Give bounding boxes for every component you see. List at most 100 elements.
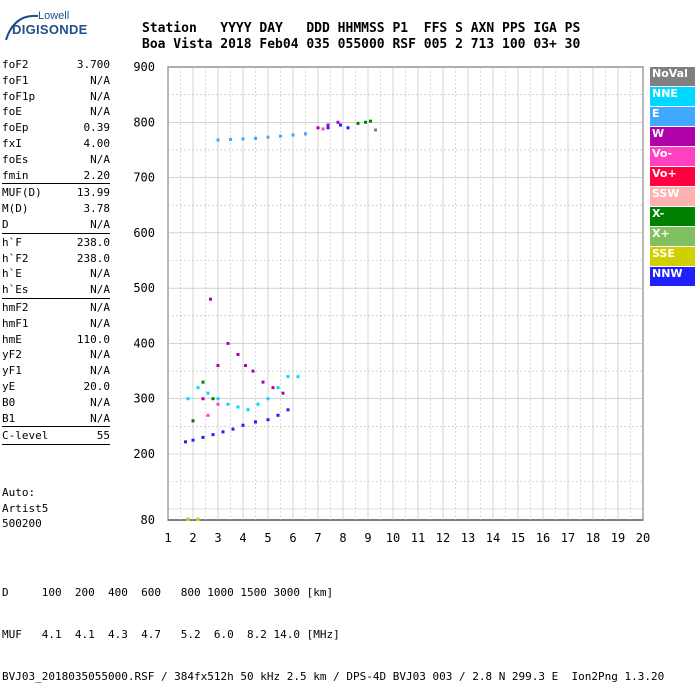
param-separator bbox=[2, 444, 110, 446]
legend-item: W bbox=[650, 126, 695, 147]
data-point bbox=[226, 341, 230, 345]
param-value: N/A bbox=[90, 411, 110, 425]
x-tick-label: 17 bbox=[561, 531, 575, 545]
param-row: foF1p N/A bbox=[2, 89, 110, 105]
data-point bbox=[254, 420, 257, 424]
param-row: fmin 2.20 bbox=[2, 168, 110, 184]
digisonde-logo: Lowell DIGISONDE bbox=[4, 10, 87, 44]
param-label: C-level bbox=[2, 429, 49, 443]
data-point bbox=[286, 408, 290, 412]
data-point bbox=[276, 413, 280, 417]
data-point bbox=[364, 120, 367, 124]
auto-code: 500200 bbox=[2, 517, 42, 530]
param-row: h`E N/A bbox=[2, 266, 110, 282]
param-row: hmE 110.0 bbox=[2, 332, 110, 348]
logo-swoosh bbox=[5, 14, 39, 41]
param-separator bbox=[2, 426, 110, 428]
data-point bbox=[216, 402, 220, 406]
data-point bbox=[206, 413, 210, 417]
data-point bbox=[216, 397, 220, 401]
param-label: D bbox=[2, 217, 9, 231]
logo-text-digisonde: DIGISONDE bbox=[12, 22, 88, 37]
legend-item: SSW bbox=[650, 186, 695, 207]
param-row: M(D) 3.78 bbox=[2, 201, 110, 217]
data-point bbox=[191, 438, 195, 442]
data-point bbox=[266, 418, 270, 422]
x-tick-label: 11 bbox=[411, 531, 425, 545]
legend-item: NNW bbox=[650, 266, 695, 287]
param-label: B0 bbox=[2, 395, 16, 409]
param-label: foEp bbox=[2, 121, 29, 135]
y-tick-label: 400 bbox=[133, 336, 155, 350]
footer-muf-row: MUF 4.1 4.1 4.3 4.7 5.2 6.0 8.2 14.0 [MH… bbox=[2, 628, 340, 641]
data-point bbox=[266, 397, 270, 401]
param-row: yF1 N/A bbox=[2, 363, 110, 379]
param-value: 4.00 bbox=[83, 136, 111, 150]
param-label: B1 bbox=[2, 411, 16, 425]
param-label: MUF(D) bbox=[2, 186, 42, 200]
param-row: foEp 0.39 bbox=[2, 120, 110, 136]
data-point bbox=[231, 427, 235, 431]
param-row: B0 N/A bbox=[2, 395, 110, 411]
data-point bbox=[261, 380, 265, 384]
data-point bbox=[246, 408, 250, 412]
x-tick-label: 15 bbox=[511, 531, 525, 545]
param-value: N/A bbox=[90, 395, 110, 409]
legend-item: Vo- bbox=[650, 146, 695, 167]
legend-item: X+ bbox=[650, 226, 695, 247]
param-value: 238.0 bbox=[76, 235, 110, 249]
param-value: 3.78 bbox=[83, 202, 111, 216]
data-point bbox=[256, 402, 260, 406]
data-point bbox=[211, 433, 215, 437]
data-point bbox=[254, 136, 257, 140]
param-label: yF1 bbox=[2, 364, 22, 378]
data-point bbox=[201, 435, 205, 439]
data-point bbox=[316, 126, 320, 130]
param-label: fmin bbox=[2, 168, 29, 182]
legend-item: NNE bbox=[650, 86, 695, 107]
param-value: 20.0 bbox=[83, 379, 111, 393]
data-point bbox=[266, 135, 270, 139]
legend-item: E bbox=[650, 106, 695, 127]
param-label: foEs bbox=[2, 152, 29, 166]
data-point bbox=[201, 397, 205, 401]
y-tick-label: 200 bbox=[133, 447, 155, 461]
x-tick-label: 3 bbox=[214, 531, 221, 545]
data-point bbox=[221, 430, 225, 434]
param-value: N/A bbox=[90, 267, 110, 281]
data-point bbox=[286, 375, 290, 379]
param-value: N/A bbox=[90, 89, 110, 103]
y-tick-label: 700 bbox=[133, 171, 155, 185]
legend-item: SSE bbox=[650, 246, 695, 267]
data-point bbox=[369, 119, 372, 123]
param-row: foEs N/A bbox=[2, 152, 110, 168]
data-point bbox=[241, 137, 245, 141]
param-value: 110.0 bbox=[76, 332, 110, 346]
data-point bbox=[236, 405, 240, 409]
x-tick-label: 2 bbox=[189, 531, 196, 545]
param-separator bbox=[2, 297, 110, 299]
y-tick-label: 600 bbox=[133, 226, 155, 240]
x-tick-label: 20 bbox=[636, 531, 650, 545]
x-tick-label: 5 bbox=[264, 531, 271, 545]
x-tick-label: 10 bbox=[386, 531, 400, 545]
param-row: yF2 N/A bbox=[2, 347, 110, 363]
data-point bbox=[226, 402, 230, 406]
param-label: hmF1 bbox=[2, 316, 29, 330]
data-point bbox=[184, 440, 187, 444]
param-value: 55 bbox=[96, 429, 110, 443]
data-point bbox=[196, 386, 200, 390]
data-point bbox=[216, 364, 220, 368]
data-point bbox=[206, 391, 210, 395]
param-value: 0.39 bbox=[83, 121, 111, 135]
param-label: h`E bbox=[2, 267, 22, 281]
footer-distance-row: D 100 200 400 600 800 1000 1500 3000 [km… bbox=[2, 586, 334, 599]
data-point bbox=[229, 137, 232, 141]
x-tick-label: 16 bbox=[536, 531, 550, 545]
x-tick-label: 6 bbox=[289, 531, 296, 545]
x-tick-label: 7 bbox=[314, 531, 321, 545]
x-tick-label: 14 bbox=[486, 531, 500, 545]
param-value: N/A bbox=[90, 348, 110, 362]
legend-item: NoVal bbox=[650, 67, 695, 87]
param-value: N/A bbox=[90, 283, 110, 297]
